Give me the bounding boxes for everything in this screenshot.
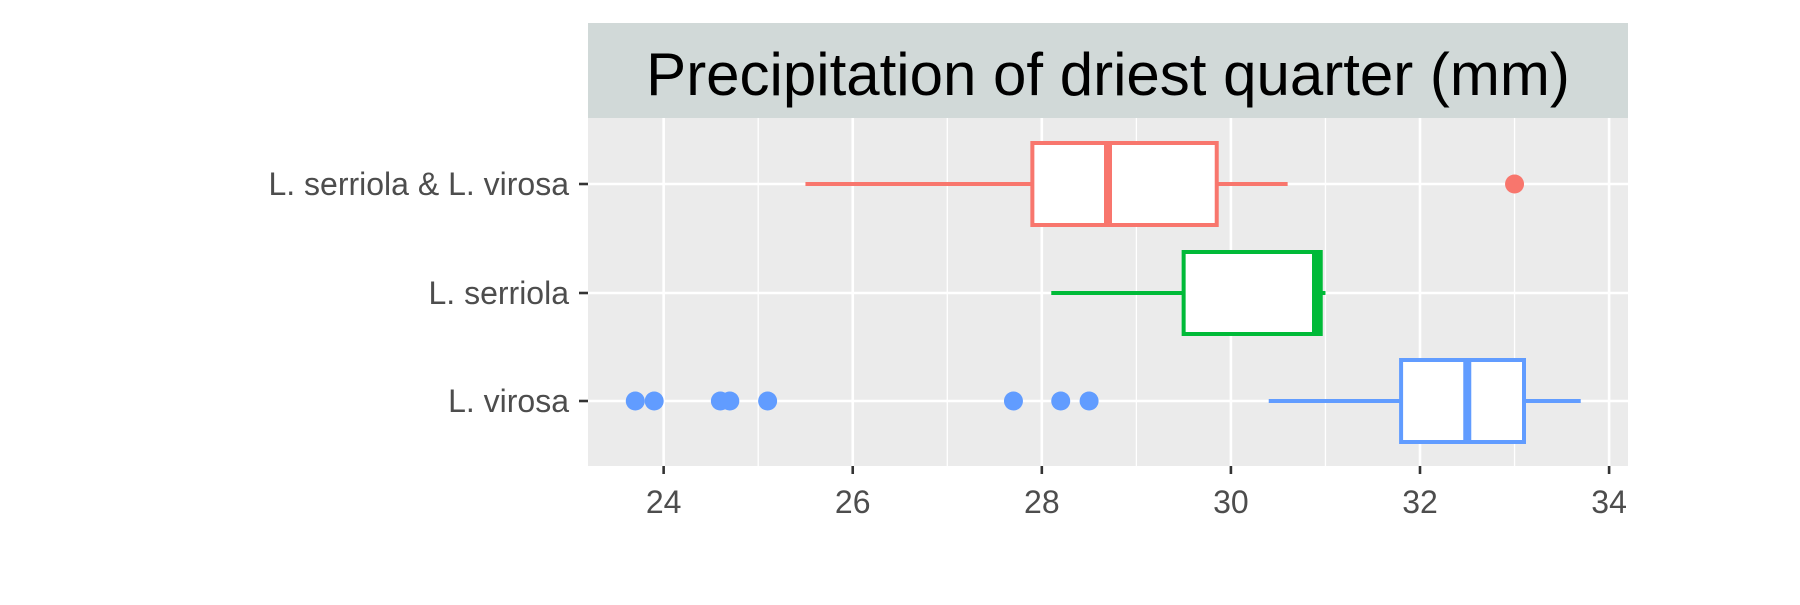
series-layer [625, 141, 1581, 444]
box [1181, 250, 1323, 336]
x-tick-label: 30 [1213, 484, 1249, 520]
y-category-label: L. virosa [448, 383, 569, 419]
box [1030, 141, 1219, 227]
outlier-point [758, 391, 778, 411]
outlier-point [1505, 174, 1525, 194]
outlier-point [625, 391, 645, 411]
x-tick-label: 26 [835, 484, 871, 520]
outlier-point [1003, 391, 1023, 411]
box [1399, 358, 1527, 444]
axis-layer: 24 26 28 30 32 34 L. serriola & L. virosa L. se… [268, 166, 1626, 520]
boxplot-0 [805, 141, 1525, 227]
x-tick-label: 34 [1591, 484, 1627, 520]
boxplot-1 [1051, 250, 1326, 336]
y-category-label: L. serriola & L. virosa [268, 166, 569, 202]
boxplot-2 [625, 358, 1581, 444]
outlier-point [644, 391, 664, 411]
outlier-point [1079, 391, 1099, 411]
x-tick-label: 24 [646, 484, 682, 520]
strip-background [588, 23, 1628, 118]
x-tick-label: 28 [1024, 484, 1060, 520]
outlier-point [720, 391, 740, 411]
x-tick-label: 32 [1402, 484, 1438, 520]
y-category-label: L. serriola [429, 275, 570, 311]
chart-title: Precipitation of driest quarter (mm) [646, 41, 1570, 108]
outlier-point [1051, 391, 1071, 411]
